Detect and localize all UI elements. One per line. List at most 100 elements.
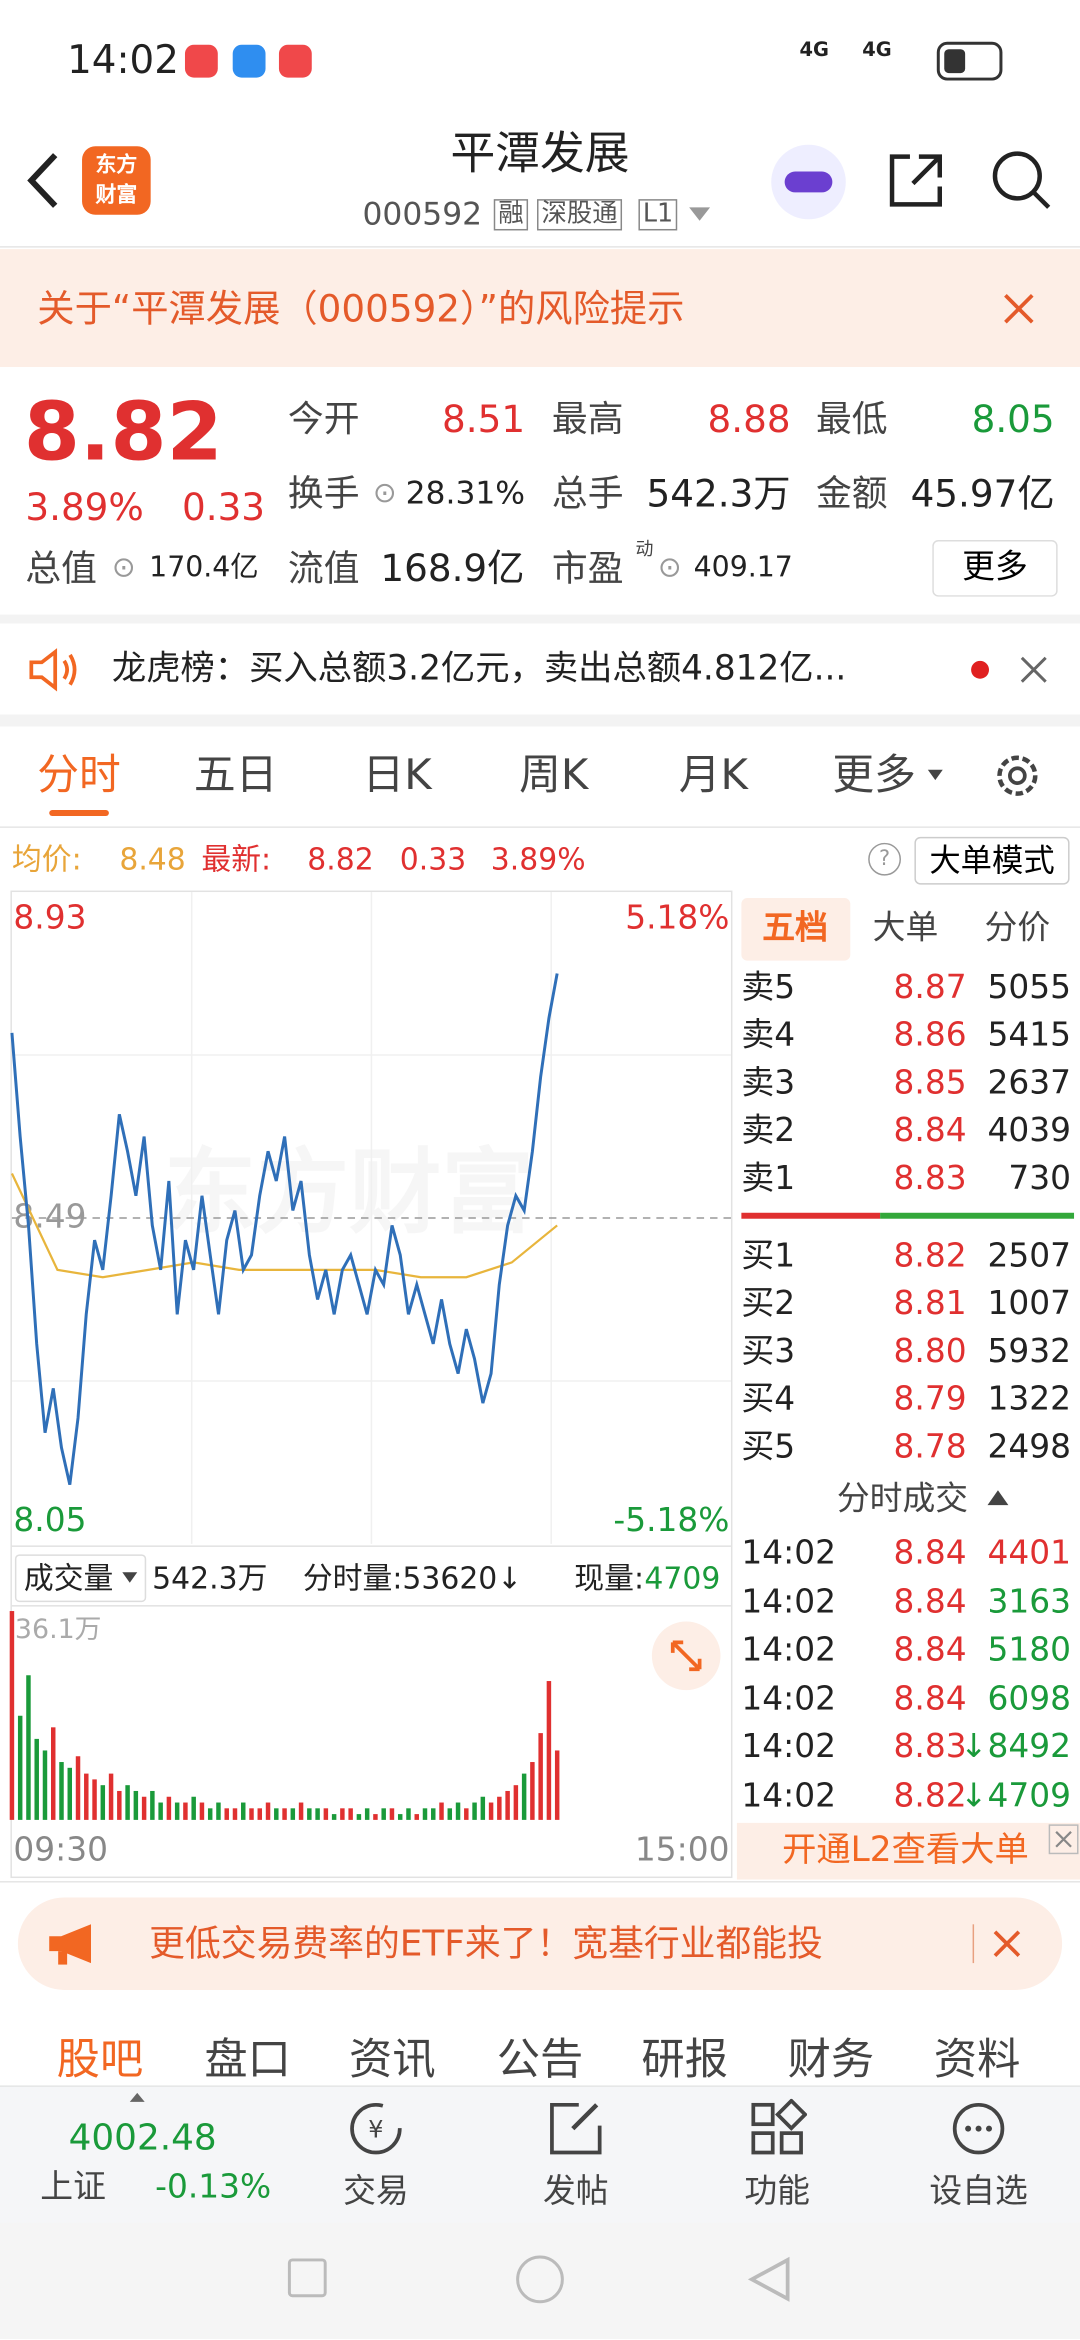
bottom-tab[interactable]: 股吧	[56, 2033, 144, 2085]
nav-item[interactable]: 交易	[343, 2173, 409, 2211]
book-price: 8.79	[893, 1381, 967, 1419]
nav-item[interactable]: 发帖	[542, 2173, 609, 2211]
tab[interactable]: 周K	[519, 750, 589, 800]
book-volume: 2498	[987, 1429, 1072, 1467]
mode-button[interactable]: 大单模式	[914, 836, 1070, 885]
trade-price: 8.84	[893, 1632, 967, 1670]
svg-text:¥: ¥	[368, 2116, 383, 2144]
info-icon: ⊙	[111, 551, 136, 585]
trade-time: 14:02	[741, 1583, 836, 1621]
home[interactable]	[516, 2255, 564, 2304]
now-label: 现量:	[574, 1560, 645, 1597]
book-label: 买3	[741, 1333, 796, 1371]
trade-price: 8.82	[893, 1778, 967, 1816]
field-label: 总值	[25, 547, 97, 590]
back-button[interactable]	[22, 149, 67, 212]
bottom-tab[interactable]: 研报	[641, 2033, 728, 2085]
field-value: 8.05	[971, 397, 1055, 441]
book-tab[interactable]: 分价	[984, 909, 1051, 948]
tab[interactable]: 月K	[678, 750, 748, 800]
stock-name: 平潭发展	[450, 128, 630, 181]
function-icon[interactable]	[747, 2098, 808, 2159]
trade-volume: 3163	[987, 1583, 1072, 1621]
dropdown[interactable]	[689, 207, 711, 221]
sort-icon	[987, 1490, 1009, 1506]
l2-bar[interactable]	[736, 1822, 1080, 1880]
book-tab[interactable]: 大单	[872, 909, 939, 948]
trade-time: 14:02	[741, 1534, 836, 1573]
field-label: 流值	[287, 547, 360, 590]
index-value[interactable]: 4002.48	[68, 2116, 217, 2159]
tab[interactable]: 更多	[832, 750, 916, 800]
tag: L1	[638, 199, 678, 231]
field-label: 最低	[815, 398, 888, 441]
tab[interactable]: 五日	[193, 750, 278, 800]
nav-item[interactable]: 设自选	[929, 2173, 1028, 2211]
back[interactable]	[746, 2255, 794, 2303]
tab-indicator	[49, 809, 109, 816]
tab[interactable]: 分时	[37, 750, 121, 800]
risk-text[interactable]: 关于“平潭发展（000592）”的风险提示	[37, 287, 685, 331]
book-tab[interactable]: 五档	[762, 909, 828, 948]
volume-label[interactable]: 成交量	[23, 1560, 114, 1597]
divider	[0, 714, 1080, 727]
trade-volume: ↓8492	[960, 1729, 1072, 1767]
trade-price: 8.84	[893, 1583, 967, 1621]
book-volume: 1322	[987, 1381, 1072, 1419]
recents[interactable]	[287, 2258, 327, 2298]
trade-volume: 6098	[987, 1680, 1072, 1719]
close[interactable]	[1048, 1824, 1079, 1855]
bid-bar	[880, 1212, 1075, 1219]
ad-text[interactable]: 更低交易费率的ETF来了！宽基行业都能投	[149, 1922, 823, 1965]
more-button[interactable]: 更多	[932, 539, 1058, 597]
volume-selector[interactable]	[14, 1554, 147, 1603]
tab[interactable]: 日K	[362, 750, 432, 800]
settings[interactable]	[992, 750, 1043, 801]
book-label: 卖1	[741, 1160, 796, 1198]
divider	[0, 246, 1080, 248]
bottom-tab[interactable]: 资讯	[349, 2033, 436, 2085]
assistant[interactable]	[771, 144, 846, 220]
book-label: 卖3	[741, 1065, 796, 1103]
latest-pct: 3.89%	[490, 841, 586, 878]
trades-title[interactable]: 分时成交	[836, 1481, 969, 1519]
info-icon: ⊙	[657, 551, 682, 585]
help[interactable]: ?	[868, 842, 901, 876]
watchlist-icon[interactable]	[949, 2099, 1009, 2159]
ad-banner[interactable]	[17, 1897, 1063, 1990]
bottom-tab[interactable]: 财务	[787, 2033, 875, 2085]
book-volume: 5415	[987, 1017, 1072, 1055]
field-value: 170.4亿	[149, 551, 259, 585]
expand[interactable]	[651, 1621, 721, 1691]
index-change[interactable]: -0.13%	[155, 2168, 272, 2207]
chart-frame	[10, 890, 733, 1879]
trade-icon[interactable]: ¥	[346, 2099, 406, 2159]
trade-time: 14:02	[741, 1729, 836, 1767]
field-label: 换手	[287, 472, 360, 515]
bottom-tab[interactable]: 公告	[496, 2033, 584, 2085]
index-name[interactable]: 上证	[40, 2168, 106, 2207]
close[interactable]	[992, 1929, 1022, 1959]
trade-volume: 4401	[987, 1534, 1072, 1573]
latest-change: 0.33	[399, 841, 467, 878]
unread-dot	[971, 660, 990, 679]
share[interactable]	[886, 151, 946, 211]
tab-bg	[741, 898, 851, 961]
bottom-tab[interactable]: 资料	[933, 2033, 1021, 2085]
search[interactable]	[990, 149, 1053, 212]
speaker-icon	[27, 646, 81, 694]
post-icon[interactable]	[546, 2099, 606, 2159]
bottom-tab[interactable]: 盘口	[204, 2033, 291, 2085]
logo-text: 东方	[95, 153, 138, 178]
trade-volume: ↓4709	[960, 1778, 1072, 1816]
risk-banner[interactable]	[0, 249, 1080, 367]
book-volume: 2507	[987, 1238, 1072, 1276]
l2-text[interactable]: 开通L2查看大单	[782, 1831, 1029, 1870]
close[interactable]	[1019, 655, 1049, 685]
app-icon	[184, 44, 218, 78]
nav-item[interactable]: 功能	[744, 2173, 811, 2211]
notice-text[interactable]: 龙虎榜：买入总额3.2亿元，卖出总额4.812亿...	[111, 649, 847, 689]
up-arrow	[129, 2092, 145, 2102]
close[interactable]	[1002, 292, 1035, 325]
status-time: 14:02	[67, 38, 179, 84]
